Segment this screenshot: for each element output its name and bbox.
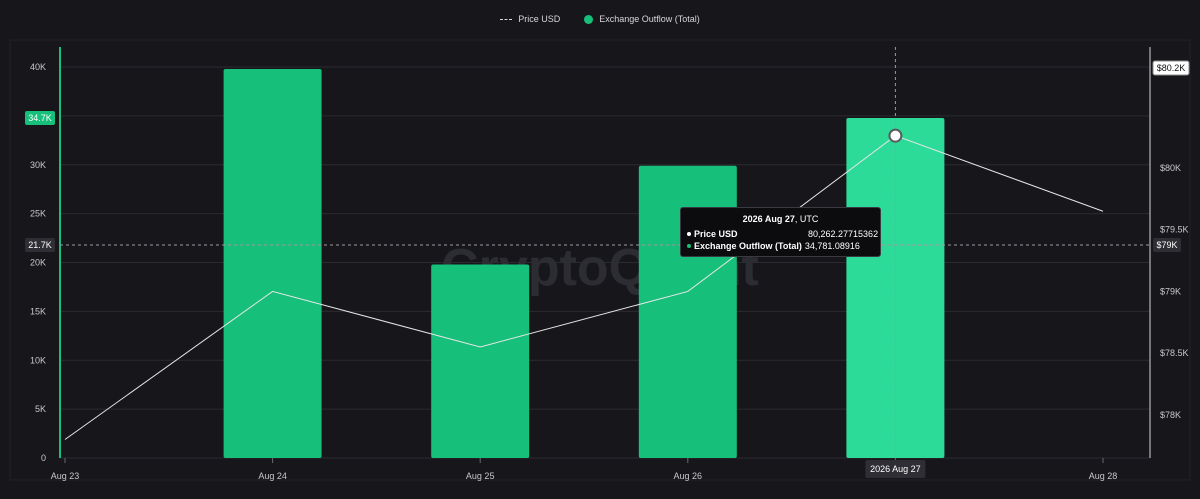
tooltip-title: 2026 Aug 27, UTC	[687, 214, 874, 224]
legend-label-price: Price USD	[518, 14, 561, 24]
crosshair-x-label: 2026 Aug 27	[870, 464, 921, 474]
legend-item-price[interactable]: Price USD	[500, 14, 560, 24]
y-right-tick-label: $78.5K	[1160, 348, 1189, 358]
tooltip-outflow-label: Exchange Outflow (Total)	[694, 241, 802, 251]
crosshair-right-label: $79K	[1156, 240, 1177, 250]
legend-dot-icon	[584, 14, 594, 24]
y-left-tick-label: 5K	[35, 404, 46, 414]
right-value-badge-bg	[1152, 60, 1190, 76]
legend-label-outflow: Exchange Outflow (Total)	[599, 14, 700, 24]
x-tick-label: Aug 28	[1089, 471, 1118, 481]
crosshair-right-label-bg	[1153, 238, 1181, 252]
right-value-badge: $80.2K	[1157, 63, 1186, 73]
panel-border	[9, 39, 1191, 481]
price-point-highlight	[888, 128, 903, 143]
tooltip-price-label: Price USD	[694, 229, 738, 239]
outflow-dot-icon	[687, 244, 691, 248]
left-value-badge-bg	[25, 111, 55, 125]
tooltip-price-value: 80,262.27715362	[808, 229, 879, 239]
price-line	[64, 135, 1104, 440]
tooltip-tz: , UTC	[794, 214, 819, 224]
legend-item-outflow[interactable]: Exchange Outflow (Total)	[584, 14, 700, 24]
crosshair-left-label-bg	[25, 238, 55, 252]
legend: Price USD Exchange Outflow (Total)	[0, 14, 1200, 24]
x-tick-label: Aug 24	[258, 471, 287, 481]
tooltip-date: 2026 Aug 27	[742, 214, 795, 224]
crosshair-left-label: 21.7K	[28, 240, 52, 250]
y-left-tick-label: 30K	[30, 160, 46, 170]
x-tick-label: Aug 25	[466, 471, 495, 481]
y-left-tick-label: 0	[41, 453, 46, 463]
y-right-tick-label: $79.5K	[1160, 225, 1189, 235]
tooltip-outflow-value: 34,781.08916	[804, 241, 860, 251]
tooltip: 2026 Aug 27, UTC Price USD 80,262.277153…	[680, 207, 881, 257]
x-tick-label: Aug 23	[51, 471, 80, 481]
left-value-badge: 34.7K	[28, 113, 52, 123]
y-left-tick-label: 20K	[30, 258, 46, 268]
y-left-tick-label: 40K	[30, 62, 46, 72]
legend-line-icon	[500, 18, 513, 20]
y-left-tick-label: 25K	[30, 209, 46, 219]
y-right-tick-label: $78K	[1160, 410, 1181, 420]
y-right-tick-label: $79K	[1160, 286, 1181, 296]
x-tick-label: Aug 26	[674, 471, 703, 481]
bar-aug-25	[431, 264, 530, 458]
bar-aug-24	[223, 68, 322, 458]
tooltip-row-price: Price USD 80,262.27715362	[687, 228, 878, 240]
y-left-tick-label: 10K	[30, 355, 46, 365]
tooltip-row-outflow: Exchange Outflow (Total) 34,781.08916	[687, 240, 874, 252]
crosshair-x-label-bg	[865, 460, 926, 478]
price-dot-icon	[687, 232, 691, 236]
y-left-tick-label: 15K	[30, 306, 46, 316]
y-right-tick-label: $80K	[1160, 163, 1181, 173]
